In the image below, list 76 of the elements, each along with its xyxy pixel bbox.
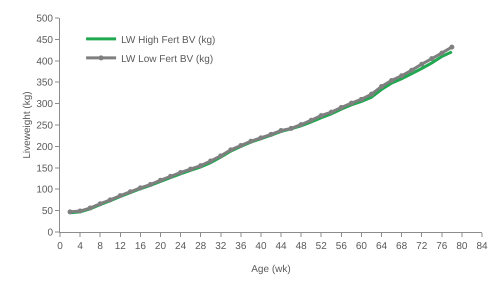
point bbox=[248, 138, 254, 144]
point bbox=[208, 158, 214, 164]
y-tick-label: 300 bbox=[36, 99, 54, 110]
x-tick-label: 0 bbox=[57, 241, 64, 252]
y-tick-label: 50 bbox=[42, 206, 54, 218]
point bbox=[328, 110, 334, 115]
point bbox=[178, 170, 184, 176]
x-tick-label: 44 bbox=[275, 241, 288, 252]
y-tick-label: 200 bbox=[36, 142, 54, 153]
point bbox=[409, 68, 414, 73]
point bbox=[389, 78, 394, 83]
x-tick-label: 72 bbox=[416, 241, 428, 252]
point bbox=[68, 209, 73, 214]
point bbox=[78, 208, 83, 214]
y-tick-label: 0 bbox=[47, 228, 54, 238]
x-tick-label: 32 bbox=[215, 241, 227, 252]
x-tick-label: 84 bbox=[476, 241, 488, 252]
point bbox=[218, 153, 224, 158]
x-tick-label: 16 bbox=[134, 241, 146, 252]
y-tick-label: 150 bbox=[36, 163, 54, 174]
point bbox=[118, 193, 123, 198]
point bbox=[318, 113, 324, 118]
x-tick-label: 48 bbox=[296, 241, 308, 252]
x-tick-label: 28 bbox=[195, 241, 207, 252]
y-tick-label: 350 bbox=[36, 78, 54, 89]
x-tick-label: 68 bbox=[396, 241, 408, 252]
point bbox=[439, 50, 444, 56]
point bbox=[419, 62, 424, 67]
point bbox=[198, 163, 204, 168]
point bbox=[268, 132, 274, 137]
y-tick-label: 400 bbox=[36, 56, 54, 68]
point bbox=[238, 143, 244, 148]
x-tick-label: 80 bbox=[456, 241, 468, 252]
x-tick-label: 4 bbox=[77, 241, 84, 252]
point bbox=[188, 166, 194, 172]
y-tick-label: 450 bbox=[36, 34, 54, 46]
point bbox=[168, 174, 174, 179]
point bbox=[429, 56, 434, 62]
x-tick-label: 52 bbox=[316, 241, 328, 252]
x-tick-label: 56 bbox=[336, 241, 348, 252]
x-tick-label: 40 bbox=[255, 241, 267, 252]
point bbox=[88, 206, 93, 211]
x-tick-label: 76 bbox=[436, 241, 448, 252]
y-tick-label: 250 bbox=[36, 120, 54, 132]
legend-label: LW High Fert BV (kg) bbox=[121, 34, 216, 46]
y-axis-title: Liveweight (kg) bbox=[22, 91, 33, 159]
point bbox=[138, 185, 143, 190]
x-tick-label: 24 bbox=[175, 241, 187, 252]
point bbox=[148, 182, 153, 187]
x-tick-label: 8 bbox=[97, 241, 104, 252]
x-tick-label: 20 bbox=[154, 241, 166, 252]
point bbox=[358, 96, 364, 102]
point bbox=[368, 92, 374, 97]
point bbox=[338, 104, 344, 110]
point bbox=[308, 118, 314, 123]
y-tick-label: 500 bbox=[36, 14, 54, 24]
point bbox=[399, 73, 404, 78]
x-axis-title: Age (wk) bbox=[251, 264, 291, 275]
point bbox=[228, 147, 234, 152]
x-tick-label: 60 bbox=[356, 241, 368, 252]
legend-label: LW Low Fert BV (kg) bbox=[121, 54, 214, 65]
point bbox=[348, 100, 354, 106]
point bbox=[449, 44, 454, 50]
point bbox=[128, 189, 133, 194]
point bbox=[108, 197, 113, 202]
x-tick-label: 36 bbox=[235, 241, 247, 252]
point bbox=[379, 84, 384, 89]
point bbox=[258, 135, 264, 140]
y-tick-label: 100 bbox=[36, 184, 54, 196]
point bbox=[288, 126, 294, 131]
point bbox=[98, 201, 103, 206]
x-tick-label: 64 bbox=[376, 241, 388, 252]
x-tick-label: 12 bbox=[114, 241, 126, 252]
point bbox=[298, 122, 304, 128]
point bbox=[278, 128, 284, 134]
point bbox=[158, 178, 163, 183]
